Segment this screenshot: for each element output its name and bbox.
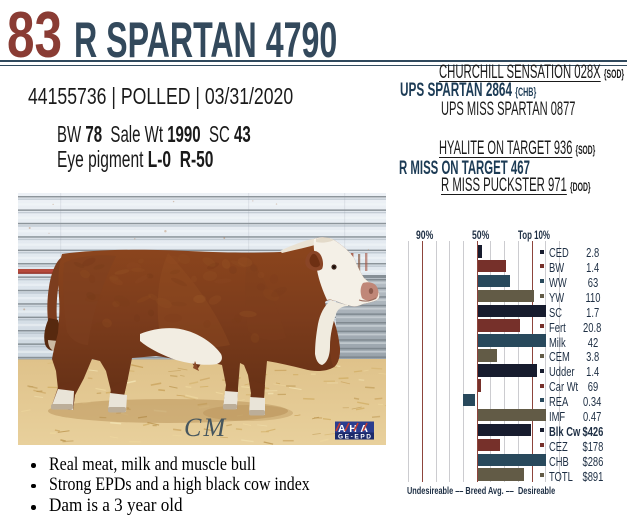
svg-text:C M: C M	[184, 413, 227, 442]
svg-text:GE-EPD: GE-EPD	[338, 433, 371, 440]
